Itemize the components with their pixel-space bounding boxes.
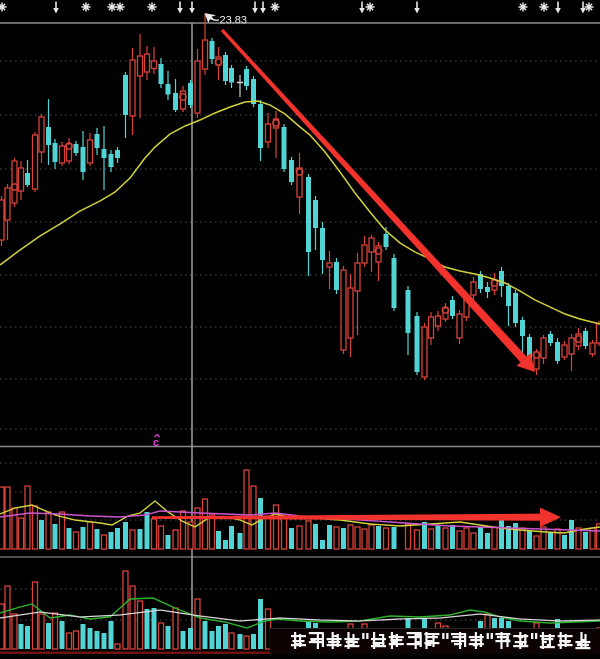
svg-text:23.83: 23.83 [220,15,248,27]
svg-text:c: c [153,437,159,449]
